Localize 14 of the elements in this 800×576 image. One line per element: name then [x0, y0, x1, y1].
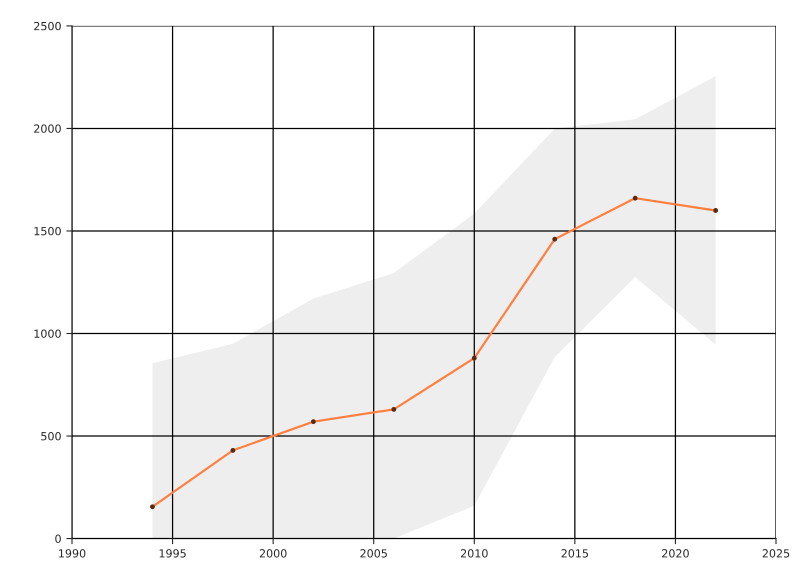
- x-tick-label: 2010: [460, 549, 488, 558]
- x-tick-label: 1990: [59, 549, 86, 558]
- x-tick-label: 2025: [762, 549, 790, 558]
- x-tick-label: 2020: [662, 549, 689, 558]
- y-tick-label: 500: [41, 432, 61, 440]
- y-tick-label: 1000: [34, 329, 61, 338]
- y-tick-label: 1500: [34, 226, 61, 236]
- y-tick-label: 2500: [34, 22, 61, 30]
- x-tick-label: 1995: [160, 549, 186, 558]
- x-tick-label: 2000: [260, 549, 287, 558]
- y-tick-label: 0: [55, 534, 61, 543]
- x-tick-label: 2015: [562, 549, 588, 558]
- x-tick-label: 2005: [360, 549, 387, 558]
- y-tick-label: 2000: [34, 124, 61, 133]
